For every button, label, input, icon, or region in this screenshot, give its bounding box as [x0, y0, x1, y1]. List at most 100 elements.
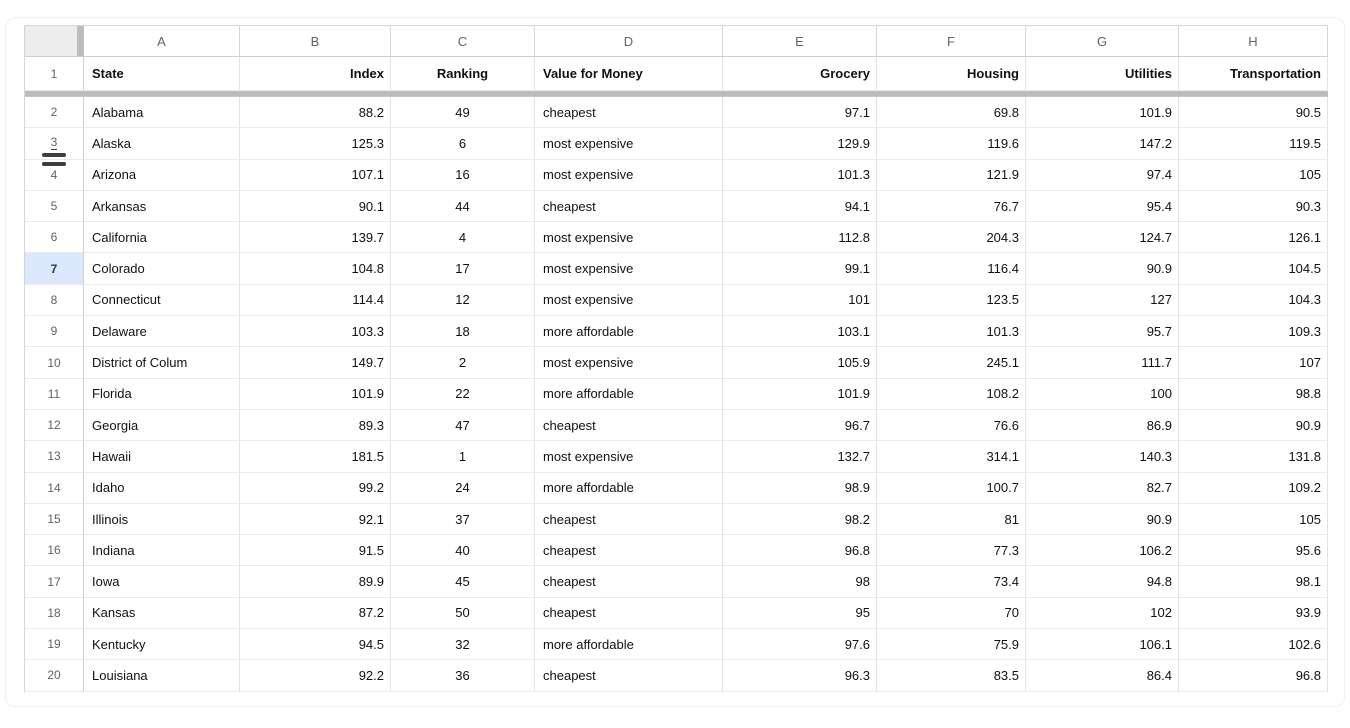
cell-B14[interactable]: 99.2	[240, 472, 391, 504]
column-header-A[interactable]: A	[84, 25, 240, 57]
cell-H15[interactable]: 105	[1179, 503, 1328, 536]
cell-C7[interactable]: 17	[391, 253, 535, 285]
row-header-16[interactable]: 16	[25, 535, 84, 567]
cell-D2[interactable]: cheapest	[535, 97, 723, 129]
cell-C20[interactable]: 36	[391, 660, 535, 692]
cell-H8[interactable]: 104.3	[1179, 284, 1328, 317]
cell-F4[interactable]: 121.9	[877, 159, 1026, 191]
cell-G5[interactable]: 95.4	[1026, 190, 1179, 223]
column-header-C[interactable]: C	[391, 25, 535, 57]
row-header-5[interactable]: 5	[25, 190, 84, 223]
row-header-14[interactable]: 14	[25, 472, 84, 504]
cell-F19[interactable]: 75.9	[877, 629, 1026, 661]
cell-B6[interactable]: 139.7	[240, 222, 391, 254]
cell-H13[interactable]: 131.8	[1179, 441, 1328, 473]
cell-D6[interactable]: most expensive	[535, 222, 723, 254]
cell-D11[interactable]: more affordable	[535, 378, 723, 410]
cell-H19[interactable]: 102.6	[1179, 629, 1328, 661]
cell-A19[interactable]: Kentucky	[84, 629, 240, 661]
row-header-8[interactable]: 8	[25, 284, 84, 317]
cell-E5[interactable]: 94.1	[723, 190, 877, 223]
cell-H12[interactable]: 90.9	[1179, 409, 1328, 442]
cell-A13[interactable]: Hawaii	[84, 441, 240, 473]
cell-E10[interactable]: 105.9	[723, 347, 877, 379]
cell-E6[interactable]: 112.8	[723, 222, 877, 254]
cell-B2[interactable]: 88.2	[240, 97, 391, 129]
frozen-column-handle[interactable]	[77, 26, 84, 56]
row-header-6[interactable]: 6	[25, 222, 84, 254]
cell-D3[interactable]: most expensive	[535, 128, 723, 160]
row-header-7[interactable]: 7	[25, 253, 84, 285]
cell-B9[interactable]: 103.3	[240, 316, 391, 348]
cell-D14[interactable]: more affordable	[535, 472, 723, 504]
cell-G18[interactable]: 102	[1026, 597, 1179, 630]
cell-C8[interactable]: 12	[391, 284, 535, 317]
cell-G19[interactable]: 106.1	[1026, 629, 1179, 661]
frozen-row-divider[interactable]	[25, 91, 1328, 97]
cell-G2[interactable]: 101.9	[1026, 97, 1179, 129]
row-header-3[interactable]: 3	[25, 128, 84, 160]
cell-G11[interactable]: 100	[1026, 378, 1179, 410]
cell-B11[interactable]: 101.9	[240, 378, 391, 410]
cell-H18[interactable]: 93.9	[1179, 597, 1328, 630]
cell-F9[interactable]: 101.3	[877, 316, 1026, 348]
cell-G4[interactable]: 97.4	[1026, 159, 1179, 191]
cell-E12[interactable]: 96.7	[723, 409, 877, 442]
cell-E13[interactable]: 132.7	[723, 441, 877, 473]
cell-C12[interactable]: 47	[391, 409, 535, 442]
cell-G7[interactable]: 90.9	[1026, 253, 1179, 285]
cell-E18[interactable]: 95	[723, 597, 877, 630]
cell-F3[interactable]: 119.6	[877, 128, 1026, 160]
cell-D9[interactable]: more affordable	[535, 316, 723, 348]
cell-D12[interactable]: cheapest	[535, 409, 723, 442]
row-header-4[interactable]: 4	[25, 159, 84, 191]
cell-G14[interactable]: 82.7	[1026, 472, 1179, 504]
cell-C14[interactable]: 24	[391, 472, 535, 504]
cell-A12[interactable]: Georgia	[84, 409, 240, 442]
cell-B16[interactable]: 91.5	[240, 535, 391, 567]
cell-C5[interactable]: 44	[391, 190, 535, 223]
cell-D5[interactable]: cheapest	[535, 190, 723, 223]
cell-D4[interactable]: most expensive	[535, 159, 723, 191]
cell-A15[interactable]: Illinois	[84, 503, 240, 536]
cell-D16[interactable]: cheapest	[535, 535, 723, 567]
cell-G12[interactable]: 86.9	[1026, 409, 1179, 442]
cell-C19[interactable]: 32	[391, 629, 535, 661]
cell-D15[interactable]: cheapest	[535, 503, 723, 536]
cell-D20[interactable]: cheapest	[535, 660, 723, 692]
cell-B13[interactable]: 181.5	[240, 441, 391, 473]
cell-F12[interactable]: 76.6	[877, 409, 1026, 442]
cell-E15[interactable]: 98.2	[723, 503, 877, 536]
cell-E17[interactable]: 98	[723, 566, 877, 598]
cell-F1[interactable]: Housing	[877, 57, 1026, 91]
row-header-17[interactable]: 17	[25, 566, 84, 598]
cell-C2[interactable]: 49	[391, 97, 535, 129]
cell-A9[interactable]: Delaware	[84, 316, 240, 348]
cell-A17[interactable]: Iowa	[84, 566, 240, 598]
row-header-12[interactable]: 12	[25, 409, 84, 442]
cell-B7[interactable]: 104.8	[240, 253, 391, 285]
cell-C11[interactable]: 22	[391, 378, 535, 410]
cell-H20[interactable]: 96.8	[1179, 660, 1328, 692]
cell-A16[interactable]: Indiana	[84, 535, 240, 567]
cell-D1[interactable]: Value for Money	[535, 57, 723, 91]
cell-C9[interactable]: 18	[391, 316, 535, 348]
cell-E20[interactable]: 96.3	[723, 660, 877, 692]
cell-H17[interactable]: 98.1	[1179, 566, 1328, 598]
cell-D8[interactable]: most expensive	[535, 284, 723, 317]
cell-E19[interactable]: 97.6	[723, 629, 877, 661]
column-header-F[interactable]: F	[877, 25, 1026, 57]
cell-A20[interactable]: Louisiana	[84, 660, 240, 692]
cell-C1[interactable]: Ranking	[391, 57, 535, 91]
cell-H2[interactable]: 90.5	[1179, 97, 1328, 129]
cell-C15[interactable]: 37	[391, 503, 535, 536]
cell-D18[interactable]: cheapest	[535, 597, 723, 630]
cell-H14[interactable]: 109.2	[1179, 472, 1328, 504]
cell-F8[interactable]: 123.5	[877, 284, 1026, 317]
cell-H16[interactable]: 95.6	[1179, 535, 1328, 567]
cell-C3[interactable]: 6	[391, 128, 535, 160]
cell-F16[interactable]: 77.3	[877, 535, 1026, 567]
cell-F20[interactable]: 83.5	[877, 660, 1026, 692]
column-header-G[interactable]: G	[1026, 25, 1179, 57]
column-header-B[interactable]: B	[240, 25, 391, 57]
